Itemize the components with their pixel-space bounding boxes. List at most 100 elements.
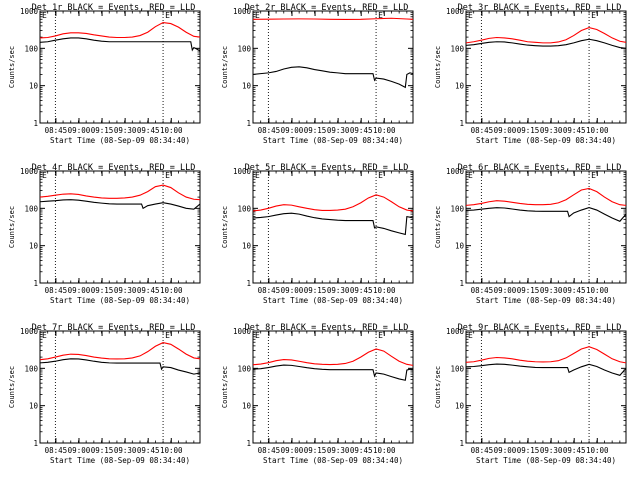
series-events-line bbox=[466, 363, 626, 376]
series-lld-line bbox=[466, 187, 626, 206]
x-axis-label: Start Time (08-Sep-09 08:34:40) bbox=[263, 456, 403, 465]
x-tick-label: 08:45 bbox=[471, 286, 494, 295]
y-tick-label: 100 bbox=[237, 364, 251, 373]
x-tick-label: 08:45 bbox=[45, 286, 68, 295]
series-lld-line bbox=[253, 17, 413, 20]
x-tick-label: 09:30 bbox=[540, 286, 563, 295]
x-axis-label: Start Time (08-Sep-09 08:34:40) bbox=[263, 136, 403, 145]
marker-e-peak: E bbox=[591, 11, 596, 20]
x-tick-label: 10:00 bbox=[586, 126, 609, 135]
x-tick-label: 09:15 bbox=[91, 126, 114, 135]
y-tick-label: 1000 bbox=[20, 7, 39, 16]
x-tick-label: 09:15 bbox=[517, 286, 540, 295]
x-tick-label: 10:00 bbox=[160, 126, 183, 135]
x-tick-label: 08:45 bbox=[471, 446, 494, 455]
chart-panel-9: Det 9r BLACK = Events, RED = LLD 1 10 100 10… bbox=[434, 323, 627, 465]
x-tick-label: 10:00 bbox=[160, 286, 183, 295]
y-tick-label: 1 bbox=[33, 439, 38, 448]
y-tick-label: 1 bbox=[246, 439, 251, 448]
series-events-line bbox=[40, 199, 200, 210]
y-tick-label: 100 bbox=[237, 204, 251, 213]
y-tick-label: 100 bbox=[450, 44, 464, 53]
y-tick-label: 100 bbox=[24, 44, 38, 53]
chart-title: Det 6r BLACK = Events, RED = LLD bbox=[458, 163, 622, 173]
chart-panel-6: Det 6r BLACK = Events, RED = LLD 1 10 100 10… bbox=[434, 163, 627, 305]
x-tick-label: 09:30 bbox=[114, 286, 137, 295]
x-tick-label: 09:15 bbox=[91, 286, 114, 295]
y-tick-label: 100 bbox=[237, 44, 251, 53]
series-events-line bbox=[253, 364, 413, 381]
x-tick-label: 09:00 bbox=[281, 286, 304, 295]
x-tick-label: 09:15 bbox=[91, 446, 114, 455]
plot-frame bbox=[252, 330, 414, 444]
x-tick-label: 09:45 bbox=[563, 126, 586, 135]
series-lld-line bbox=[253, 194, 413, 212]
x-tick-label: 09:30 bbox=[327, 126, 350, 135]
x-tick-label: 08:45 bbox=[45, 446, 68, 455]
marker-e-peak: E bbox=[165, 171, 170, 180]
y-tick-label: 10 bbox=[455, 82, 465, 91]
x-tick-label: 08:45 bbox=[471, 126, 494, 135]
chart-title: Det 3r BLACK = Events, RED = LLD bbox=[458, 3, 622, 13]
chart-title: Det 9r BLACK = Events, RED = LLD bbox=[458, 323, 622, 333]
series-events-line bbox=[40, 358, 200, 375]
y-tick-label: 1000 bbox=[233, 167, 252, 176]
marker-e-start: E bbox=[255, 171, 260, 180]
y-tick-label: 1000 bbox=[20, 167, 39, 176]
x-tick-label: 09:15 bbox=[304, 126, 327, 135]
plot-frame bbox=[465, 10, 627, 124]
y-tick-label: 1000 bbox=[446, 327, 465, 336]
series-lld-line bbox=[466, 346, 626, 364]
marker-e-peak: E bbox=[378, 171, 383, 180]
chart-panel-2: Det 2r BLACK = Events, RED = LLD 1 10 100 10… bbox=[221, 3, 414, 145]
marker-e-start: E bbox=[468, 11, 473, 20]
y-tick-label: 1000 bbox=[446, 167, 465, 176]
plot-frame bbox=[39, 330, 201, 444]
chart-panel-8: Det 8r BLACK = Events, RED = LLD 1 10 100 10… bbox=[221, 323, 414, 465]
x-tick-label: 08:45 bbox=[258, 286, 281, 295]
x-tick-label: 09:00 bbox=[494, 286, 517, 295]
y-tick-label: 100 bbox=[450, 204, 464, 213]
series-events-line bbox=[253, 212, 413, 236]
y-tick-label: 1 bbox=[459, 119, 464, 128]
plot-frame bbox=[252, 10, 414, 124]
y-tick-label: 10 bbox=[29, 242, 39, 251]
y-axis-label: Counts/sec bbox=[8, 206, 16, 248]
x-tick-label: 09:45 bbox=[137, 126, 160, 135]
y-tick-label: 1 bbox=[246, 119, 251, 128]
x-tick-label: 09:45 bbox=[137, 446, 160, 455]
x-axis-label: Start Time (08-Sep-09 08:34:40) bbox=[476, 136, 616, 145]
x-tick-label: 09:15 bbox=[517, 446, 540, 455]
x-tick-label: 10:00 bbox=[160, 446, 183, 455]
y-tick-label: 10 bbox=[455, 242, 465, 251]
x-axis-label: Start Time (08-Sep-09 08:34:40) bbox=[50, 296, 190, 305]
x-tick-label: 10:00 bbox=[586, 446, 609, 455]
x-tick-label: 08:45 bbox=[45, 126, 68, 135]
marker-e-peak: E bbox=[165, 11, 170, 20]
y-tick-label: 1 bbox=[246, 279, 251, 288]
marker-e-peak: E bbox=[378, 331, 383, 340]
x-tick-label: 09:15 bbox=[304, 446, 327, 455]
x-tick-label: 08:45 bbox=[258, 126, 281, 135]
x-axis-label: Start Time (08-Sep-09 08:34:40) bbox=[476, 296, 616, 305]
series-events-line bbox=[466, 206, 626, 222]
x-tick-label: 09:30 bbox=[327, 286, 350, 295]
x-axis-label: Start Time (08-Sep-09 08:34:40) bbox=[50, 456, 190, 465]
x-tick-label: 09:15 bbox=[304, 286, 327, 295]
y-axis-label: Counts/sec bbox=[221, 366, 229, 408]
x-tick-label: 10:00 bbox=[373, 446, 396, 455]
marker-e-peak: E bbox=[165, 331, 170, 340]
x-tick-label: 09:00 bbox=[68, 126, 91, 135]
chart-title: Det 7r BLACK = Events, RED = LLD bbox=[32, 323, 196, 333]
x-tick-label: 09:00 bbox=[494, 446, 517, 455]
x-tick-label: 09:45 bbox=[350, 126, 373, 135]
y-axis-label: Counts/sec bbox=[434, 46, 442, 88]
x-tick-label: 09:45 bbox=[350, 446, 373, 455]
marker-e-start: E bbox=[255, 331, 260, 340]
x-tick-label: 10:00 bbox=[586, 286, 609, 295]
y-tick-label: 10 bbox=[29, 82, 39, 91]
x-tick-label: 09:45 bbox=[350, 286, 373, 295]
plot-frame bbox=[39, 170, 201, 284]
marker-e-start: E bbox=[468, 171, 473, 180]
x-axis-label: Start Time (08-Sep-09 08:34:40) bbox=[50, 136, 190, 145]
